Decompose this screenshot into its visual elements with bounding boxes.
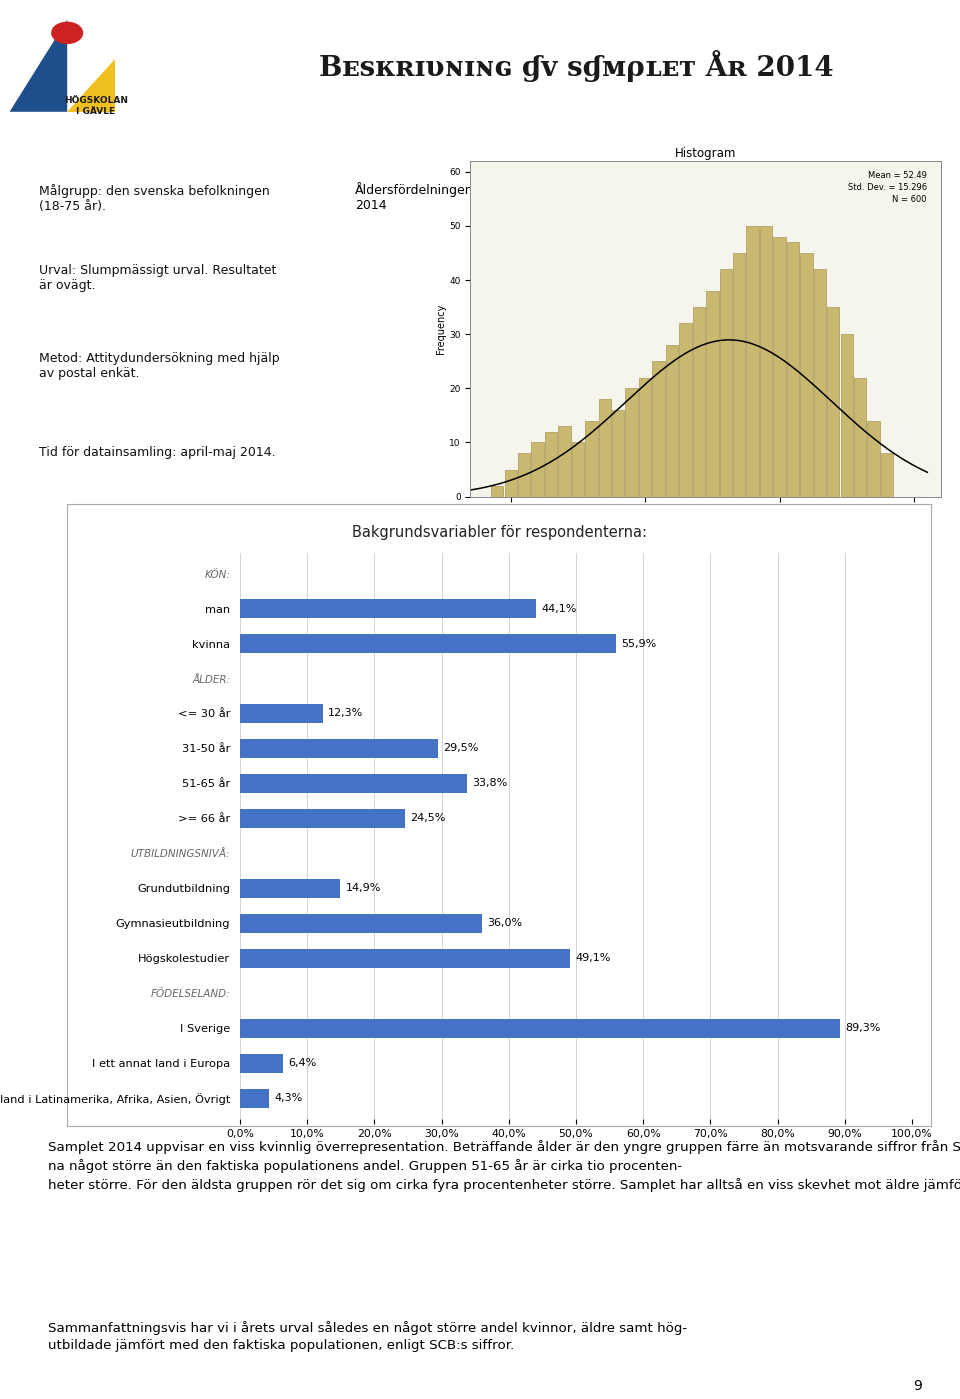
Text: 55,9%: 55,9% — [621, 638, 657, 649]
Bar — [828, 308, 839, 497]
Bar — [240, 1018, 840, 1038]
Text: 9: 9 — [913, 1379, 922, 1393]
Title: Histogram: Histogram — [675, 147, 736, 159]
Bar — [639, 378, 651, 497]
Text: 6,4%: 6,4% — [288, 1058, 317, 1069]
Bar — [760, 225, 772, 497]
Bar — [666, 346, 678, 497]
Text: Åldersfördelningen
2014: Åldersfördelningen 2014 — [355, 182, 474, 211]
Bar — [492, 485, 503, 497]
Bar — [240, 774, 468, 793]
Bar — [707, 291, 718, 497]
Y-axis label: Frequency: Frequency — [437, 304, 446, 354]
Text: Tid för datainsamling: april-maj 2014.: Tid för datainsamling: april-maj 2014. — [39, 446, 276, 459]
Bar — [240, 914, 482, 933]
Bar — [240, 739, 438, 758]
Text: 36,0%: 36,0% — [488, 918, 522, 929]
Bar — [693, 308, 705, 497]
Bar — [240, 1053, 283, 1073]
Bar — [881, 453, 893, 497]
Text: Mean = 52.49
Std. Dev. = 15.296
N = 600: Mean = 52.49 Std. Dev. = 15.296 N = 600 — [848, 171, 926, 204]
Bar — [240, 634, 615, 653]
X-axis label: ålder: ålder — [692, 518, 719, 529]
Bar — [518, 453, 530, 497]
Bar — [626, 389, 637, 497]
Text: HÖGSKOLAN
I GÄVLE: HÖGSKOLAN I GÄVLE — [64, 97, 128, 116]
Bar — [801, 253, 812, 497]
Bar — [240, 949, 570, 968]
Text: 33,8%: 33,8% — [472, 778, 508, 789]
Bar — [586, 421, 597, 497]
Text: 12,3%: 12,3% — [328, 708, 363, 719]
Bar — [545, 432, 557, 497]
Bar — [733, 253, 745, 497]
Text: Bᴇѕкʀɪυɴɪɴɢ ɠᴠ ѕɠмρʟᴇт Åʀ 2014: Bᴇѕкʀɪυɴɪɴɢ ɠᴠ ѕɠмρʟᴇт Åʀ 2014 — [319, 50, 833, 81]
Bar — [532, 442, 543, 497]
Bar — [680, 323, 691, 497]
Bar — [653, 361, 664, 497]
Bar — [814, 269, 826, 497]
Bar — [240, 809, 405, 828]
Polygon shape — [10, 20, 67, 112]
Text: 89,3%: 89,3% — [846, 1023, 881, 1034]
Bar — [240, 1088, 269, 1108]
Text: 14,9%: 14,9% — [346, 883, 381, 894]
Bar — [868, 421, 879, 497]
Bar — [774, 236, 785, 497]
Text: Sammanfattningsvis har vi i årets urval således en något större andel kvinnor, ä: Sammanfattningsvis har vi i årets urval … — [48, 1321, 687, 1351]
Text: Samplet 2014 uppvisar en viss kvinnlig överrepresentation. Beträffande ålder är : Samplet 2014 uppvisar en viss kvinnlig ö… — [48, 1140, 960, 1192]
Text: Målgrupp: den svenska befolkningen
(18-75 år).: Målgrupp: den svenska befolkningen (18-7… — [39, 183, 270, 213]
Text: 24,5%: 24,5% — [410, 813, 445, 824]
Polygon shape — [67, 59, 115, 112]
Text: Urval: Slumpmässigt urval. Resultatet
är ovägt.: Urval: Slumpmässigt urval. Resultatet är… — [39, 264, 276, 292]
Circle shape — [52, 22, 83, 43]
Bar — [559, 427, 570, 497]
Bar — [841, 334, 852, 497]
Bar — [505, 470, 516, 497]
Text: 49,1%: 49,1% — [575, 953, 611, 964]
Bar — [720, 269, 732, 497]
Text: Bakgrundsvariabler för respondenterna:: Bakgrundsvariabler för respondenterna: — [351, 526, 647, 540]
Bar — [599, 399, 611, 497]
Bar — [787, 242, 799, 497]
Bar — [240, 879, 340, 898]
Text: 4,3%: 4,3% — [275, 1093, 302, 1104]
Bar — [240, 599, 537, 618]
Bar — [747, 225, 758, 497]
Text: 29,5%: 29,5% — [444, 743, 479, 754]
Bar — [854, 378, 866, 497]
Text: 44,1%: 44,1% — [541, 603, 577, 614]
Bar — [612, 410, 624, 497]
Bar — [240, 704, 323, 723]
Text: Metod: Attitydundersökning med hjälp
av postal enkät.: Metod: Attitydundersökning med hjälp av … — [39, 351, 280, 379]
Bar — [572, 442, 584, 497]
